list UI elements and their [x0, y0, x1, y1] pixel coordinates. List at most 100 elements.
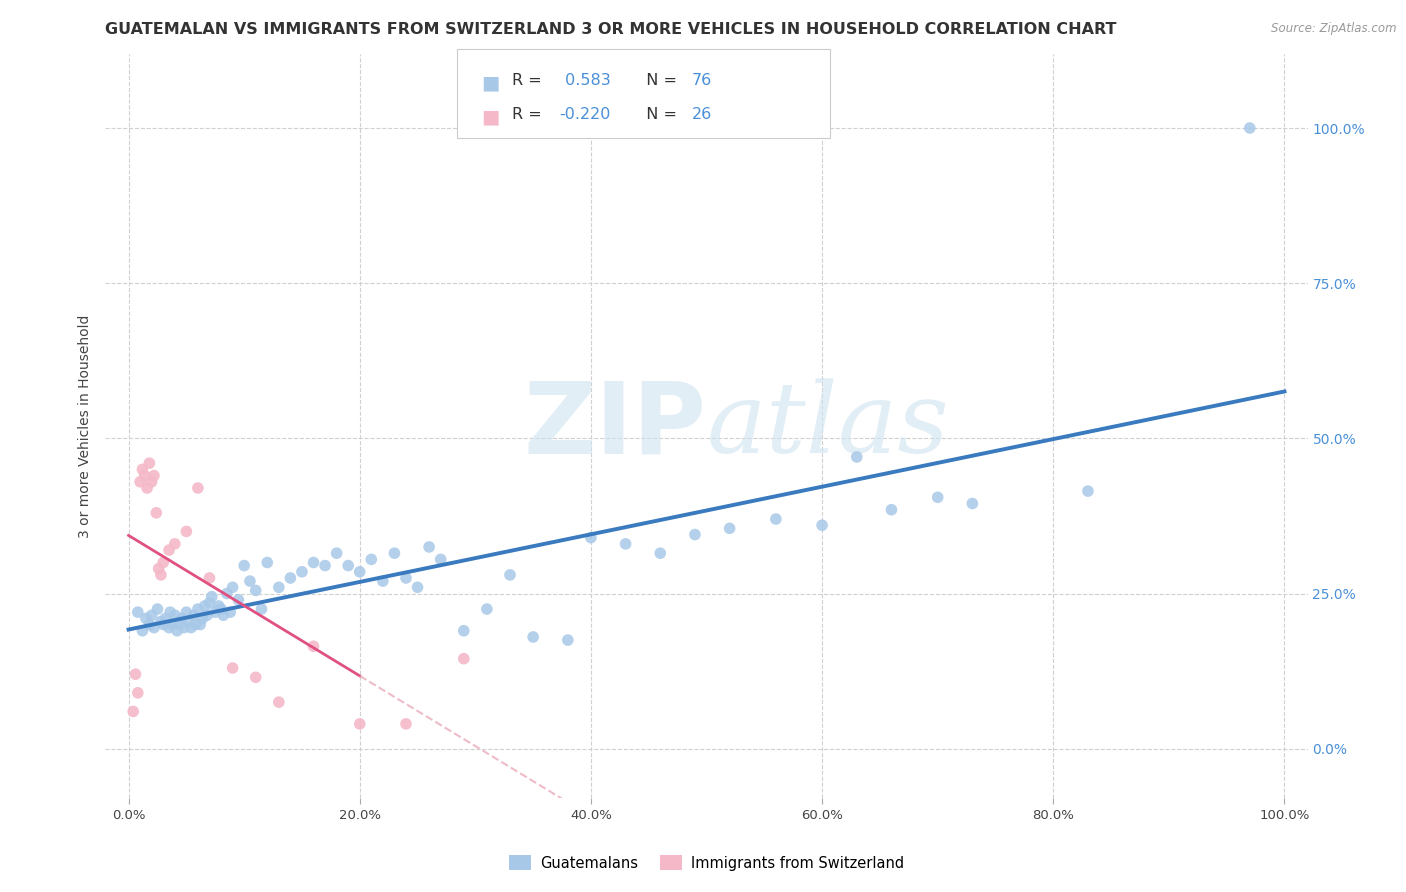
Point	[195, 608, 218, 623]
Point	[395, 717, 418, 731]
Point	[212, 608, 235, 623]
Point	[291, 565, 314, 579]
Point	[453, 624, 475, 638]
Point	[166, 624, 188, 638]
Point	[127, 605, 149, 619]
Point	[149, 568, 172, 582]
Text: Source: ZipAtlas.com: Source: ZipAtlas.com	[1271, 22, 1396, 36]
Text: R =: R =	[512, 73, 547, 88]
Point	[219, 605, 242, 619]
Point	[198, 596, 221, 610]
Point	[256, 556, 278, 570]
Text: 0.583: 0.583	[560, 73, 610, 88]
Point	[157, 543, 180, 558]
Point	[152, 556, 174, 570]
Point	[349, 565, 371, 579]
Text: 26: 26	[692, 107, 711, 122]
Point	[208, 599, 231, 613]
Text: N =: N =	[636, 73, 682, 88]
Point	[122, 705, 145, 719]
Point	[718, 521, 741, 535]
Text: N =: N =	[636, 107, 682, 122]
Point	[579, 531, 602, 545]
Point	[927, 491, 949, 505]
Point	[221, 661, 243, 675]
Point	[765, 512, 787, 526]
Point	[267, 695, 290, 709]
Point	[250, 602, 273, 616]
Y-axis label: 3 or more Vehicles in Household: 3 or more Vehicles in Household	[79, 314, 93, 538]
Text: atlas: atlas	[707, 378, 949, 474]
Point	[418, 540, 440, 554]
Point	[149, 615, 172, 629]
Text: GUATEMALAN VS IMMIGRANTS FROM SWITZERLAND 3 OR MORE VEHICLES IN HOUSEHOLD CORREL: GUATEMALAN VS IMMIGRANTS FROM SWITZERLAN…	[105, 22, 1116, 37]
Point	[173, 621, 195, 635]
Point	[131, 462, 153, 476]
Legend: Guatemalans, Immigrants from Switzerland: Guatemalans, Immigrants from Switzerland	[503, 850, 910, 877]
Point	[198, 571, 221, 585]
Point	[209, 602, 232, 616]
Text: ZIP: ZIP	[523, 377, 707, 475]
Point	[187, 481, 209, 495]
Point	[215, 586, 238, 600]
Point	[162, 617, 184, 632]
Point	[221, 580, 243, 594]
Point	[138, 456, 160, 470]
Point	[194, 599, 217, 613]
Point	[371, 574, 394, 588]
Point	[180, 621, 202, 635]
Point	[145, 506, 167, 520]
Point	[475, 602, 498, 616]
Point	[499, 568, 522, 582]
Point	[302, 556, 325, 570]
Point	[157, 621, 180, 635]
Point	[245, 670, 267, 684]
Point	[176, 524, 198, 539]
Point	[127, 686, 149, 700]
Point	[650, 546, 672, 560]
Point	[138, 617, 160, 632]
Point	[129, 475, 152, 489]
Point	[314, 558, 336, 573]
Point	[143, 468, 166, 483]
Point	[155, 611, 177, 625]
Point	[267, 580, 290, 594]
Point	[962, 496, 984, 510]
Point	[280, 571, 302, 585]
Point	[1239, 121, 1261, 136]
Point	[683, 527, 706, 541]
Point	[811, 518, 834, 533]
Point	[360, 552, 382, 566]
Point	[141, 608, 163, 623]
Point	[146, 602, 169, 616]
Point	[453, 651, 475, 665]
Point	[204, 605, 226, 619]
Point	[177, 615, 200, 629]
Point	[131, 624, 153, 638]
Point	[143, 621, 166, 635]
Point	[148, 562, 170, 576]
Point	[845, 450, 868, 464]
Point	[880, 502, 903, 516]
Point	[239, 574, 262, 588]
Point	[245, 583, 267, 598]
Point	[325, 546, 347, 560]
Point	[163, 608, 186, 623]
Point	[233, 558, 256, 573]
Text: 76: 76	[692, 73, 711, 88]
Text: ■: ■	[481, 73, 499, 92]
Point	[181, 608, 204, 623]
Point	[141, 475, 163, 489]
Point	[406, 580, 429, 594]
Point	[163, 537, 186, 551]
Point	[176, 605, 198, 619]
Point	[187, 602, 209, 616]
Text: R =: R =	[512, 107, 547, 122]
Point	[134, 468, 156, 483]
Point	[136, 481, 159, 495]
Point	[152, 617, 174, 632]
Point	[1077, 484, 1099, 499]
Point	[302, 640, 325, 654]
Point	[349, 717, 371, 731]
Point	[188, 617, 211, 632]
